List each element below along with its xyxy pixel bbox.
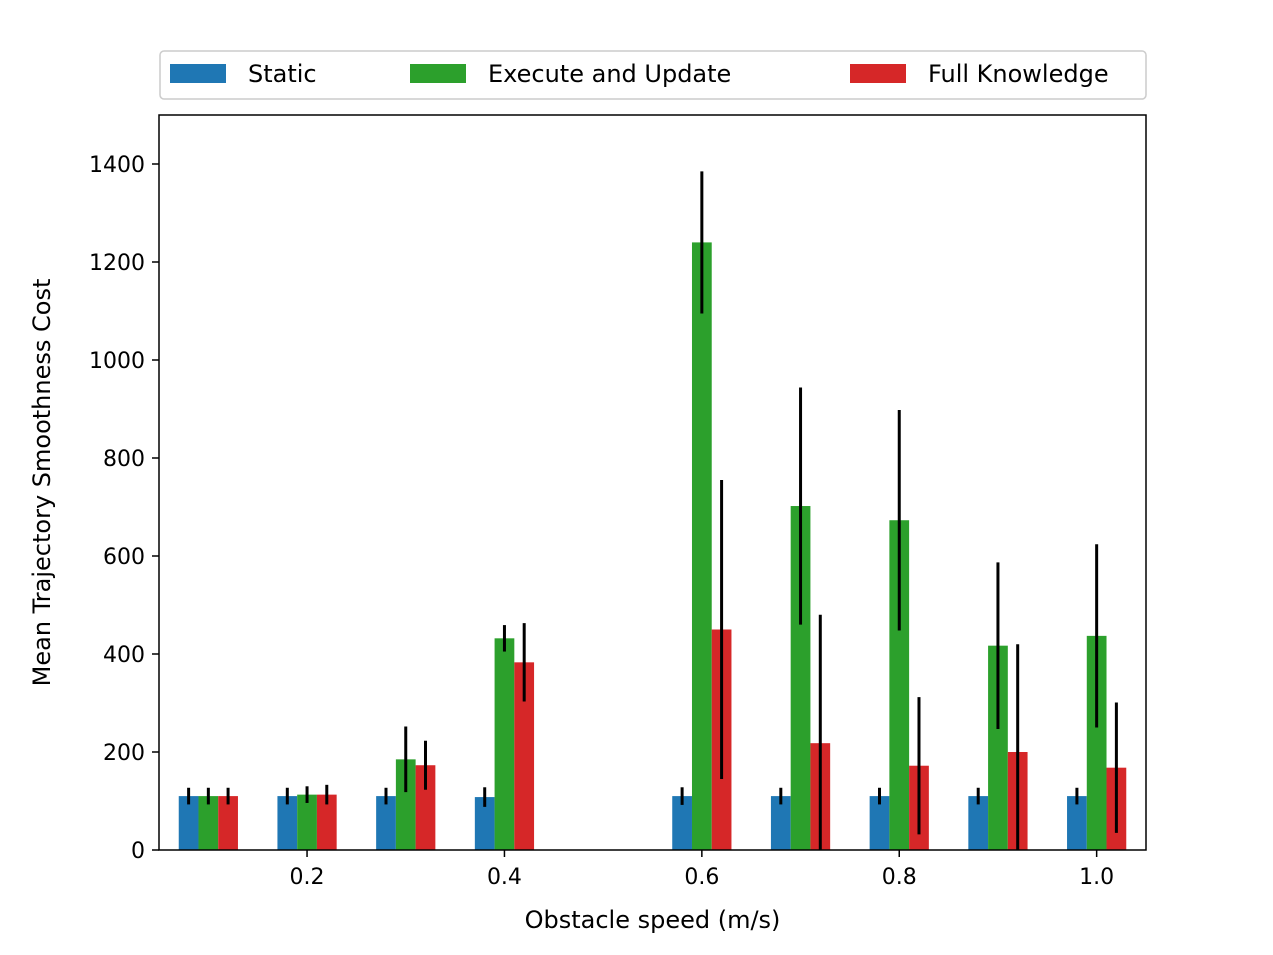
legend: Static Execute and Update Full Knowledge (159, 50, 1147, 100)
x-tick-label: 0.4 (487, 865, 522, 890)
plot-frame (158, 114, 1147, 851)
legend-swatch-execute-and-update (410, 64, 466, 83)
y-tick-label: 1000 (89, 349, 145, 374)
legend-label-full-knowledge: Full Knowledge (928, 60, 1109, 88)
legend-swatch-static (170, 64, 226, 83)
bar-execute-and-update (494, 638, 515, 850)
legend-box (159, 50, 1147, 100)
bar-full-knowledge (514, 662, 535, 850)
y-tick-label: 1200 (89, 251, 145, 276)
bar-execute-and-update (395, 759, 416, 850)
bar-full-knowledge (218, 796, 238, 850)
x-tick-label: 0.2 (290, 865, 325, 890)
bar-static (770, 796, 791, 850)
bar-static (178, 796, 199, 850)
bar-static (474, 797, 495, 850)
y-tick-label: 1400 (89, 153, 145, 178)
legend-swatch-full-knowledge (850, 64, 906, 83)
y-tick-label: 600 (103, 545, 145, 570)
y-tick-label: 800 (103, 447, 145, 472)
bar-execute-and-update (1086, 635, 1107, 850)
x-tick-label: 1.0 (1079, 865, 1114, 890)
x-tick-label: 0.6 (684, 865, 719, 890)
legend-label-static: Static (248, 60, 317, 88)
y-tick-label: 0 (131, 839, 145, 864)
x-tick-label: 0.8 (882, 865, 917, 890)
bar-static (1067, 796, 1087, 850)
y-tick-label: 400 (103, 643, 145, 668)
bar-execute-and-update (297, 794, 317, 850)
bar-execute-and-update (889, 520, 910, 850)
bar-static (869, 796, 890, 850)
bar-execute-and-update (988, 645, 1008, 850)
bar-full-knowledge (415, 765, 436, 850)
y-tick-label: 200 (103, 741, 145, 766)
bars-layer (178, 242, 1127, 850)
bar-static (672, 796, 692, 850)
y-axis-label: Mean Trajectory Smoothness Cost (28, 279, 56, 687)
bar-static (376, 796, 396, 850)
bar-full-knowledge (316, 794, 337, 850)
bar-execute-and-update (790, 506, 811, 850)
legend-label-execute-and-update: Execute and Update (488, 60, 731, 88)
error-bars-layer (187, 171, 1118, 850)
bar-static (968, 796, 989, 850)
y-axis-ticks: 0 200 400 600 800 1000 1200 1400 (89, 153, 159, 864)
bar-execute-and-update (198, 796, 219, 850)
bar-static (277, 796, 298, 850)
bar-execute-and-update (691, 242, 712, 850)
x-axis-ticks: 0.2 0.4 0.6 0.8 1.0 (290, 850, 1114, 890)
x-axis-label: Obstacle speed (m/s) (525, 906, 781, 934)
